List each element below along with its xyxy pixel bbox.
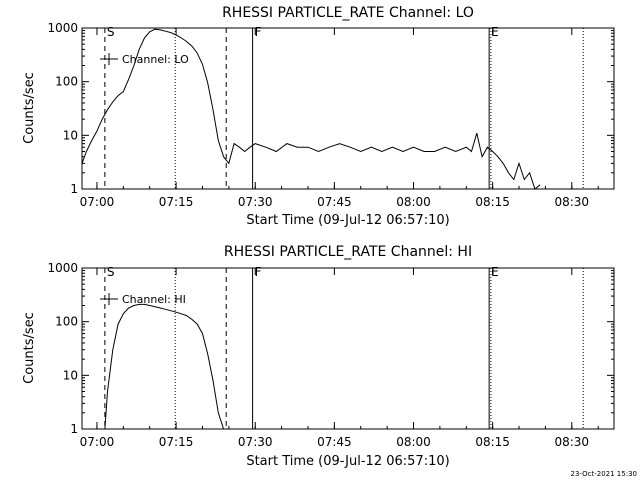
plot-frame: [81, 27, 615, 190]
chart-title: RHESSI PARTICLE_RATE Channel: HI: [224, 244, 472, 260]
y-tick-label: 1: [70, 182, 78, 196]
y-tick-label: 100: [55, 75, 78, 89]
y-tick-label: 1000: [47, 21, 78, 35]
y-tick-label: 10: [63, 368, 78, 382]
time-marker-label: S: [107, 265, 115, 279]
x-tick-label: 07:15: [159, 435, 194, 449]
time-marker-label: F: [255, 265, 262, 279]
x-tick-label: 07:00: [80, 195, 115, 209]
y-tick-label: 100: [55, 315, 78, 329]
chart-title: RHESSI PARTICLE_RATE Channel: LO: [222, 5, 474, 21]
plot-area: 07:00 07:15 07:30 07:45 08:00 08:15 08:30 1 10 10…: [47, 21, 614, 209]
x-tick-label: 08:15: [475, 435, 510, 449]
timestamp: 23-Oct-2021 15:30: [571, 470, 637, 478]
y-axis-label: Counts/sec: [22, 72, 37, 144]
series-line: [104, 303, 225, 430]
time-marker-label: E: [491, 25, 499, 39]
x-axis-label: Start Time (09-Jul-12 06:57:10): [246, 213, 449, 228]
series-line: [81, 28, 541, 190]
x-tick-label: 07:15: [159, 195, 194, 209]
time-marker-label: S: [107, 25, 115, 39]
legend-label: Channel: LO: [122, 53, 189, 66]
panel-hi: RHESSI PARTICLE_RATE Channel: HI Start T…: [22, 244, 615, 469]
plot-frame: [81, 267, 615, 430]
x-tick-label: 07:30: [238, 435, 273, 449]
y-axis-label: Counts/sec: [22, 312, 37, 384]
x-tick-label: 07:00: [80, 435, 115, 449]
time-marker-label: E: [491, 265, 499, 279]
x-tick-label: 08:30: [554, 435, 589, 449]
panel-lo: RHESSI PARTICLE_RATE Channel: LO Start T…: [22, 5, 615, 228]
x-tick-label: 07:45: [317, 195, 352, 209]
x-tick-label: 07:45: [317, 435, 352, 449]
x-axis-label: Start Time (09-Jul-12 06:57:10): [246, 454, 449, 469]
plot-area: 07:00 07:15 07:30 07:45 08:00 08:15 08:30 1 10 10…: [47, 261, 614, 449]
x-tick-label: 08:15: [475, 195, 510, 209]
x-tick-label: 07:30: [238, 195, 273, 209]
x-tick-label: 08:00: [396, 195, 431, 209]
y-tick-label: 10: [63, 128, 78, 142]
legend-label: Channel: HI: [122, 293, 186, 306]
x-tick-label: 08:30: [554, 195, 589, 209]
y-tick-label: 1000: [47, 261, 78, 275]
y-tick-label: 1: [70, 422, 78, 436]
x-tick-label: 08:00: [396, 435, 431, 449]
time-marker-label: F: [255, 25, 262, 39]
